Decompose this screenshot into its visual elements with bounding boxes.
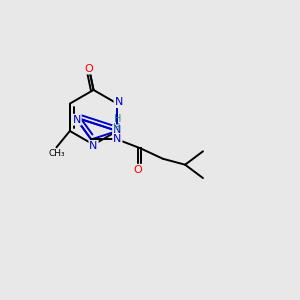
- Text: N: N: [89, 141, 98, 151]
- Text: H: H: [114, 114, 122, 124]
- Text: CH₃: CH₃: [48, 149, 65, 158]
- Text: N: N: [115, 97, 123, 107]
- Text: H: H: [113, 123, 121, 133]
- Text: O: O: [133, 165, 142, 175]
- Text: O: O: [85, 64, 93, 74]
- Text: N: N: [113, 125, 122, 135]
- Text: N: N: [72, 115, 81, 125]
- Text: N: N: [113, 134, 122, 144]
